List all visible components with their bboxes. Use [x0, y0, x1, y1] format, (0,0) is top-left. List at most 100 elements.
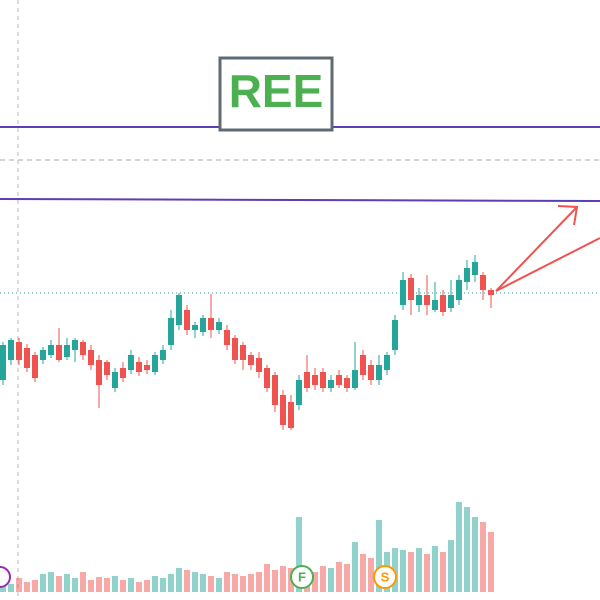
candle-body [400, 280, 406, 305]
candle-body [152, 355, 158, 372]
volume-bar [224, 572, 230, 592]
candle-body [8, 340, 14, 360]
volume-bar [16, 578, 22, 592]
volume-bar [168, 574, 174, 592]
volume-bar [328, 568, 334, 592]
volume-bar [432, 546, 438, 592]
candle-body [328, 380, 334, 388]
candle-body [96, 360, 102, 385]
volume-bar [72, 578, 78, 592]
title-box [218, 56, 334, 132]
candle-body [344, 378, 350, 388]
volume-bar [48, 572, 54, 592]
candle-body [464, 268, 470, 282]
candle-body [448, 295, 454, 308]
candle-body [312, 375, 318, 385]
volume-bar [472, 517, 478, 592]
arrow [495, 207, 577, 292]
candle-body [296, 380, 302, 405]
volume-bar [192, 572, 198, 592]
candle-body [360, 355, 366, 375]
candle-body [32, 355, 38, 378]
candle-body [488, 290, 494, 295]
volume-bar [344, 564, 350, 592]
volume-bar [456, 502, 462, 592]
candle-body [424, 295, 430, 305]
candle-body [472, 262, 478, 275]
candle-body [288, 402, 294, 428]
event-marker[interactable] [0, 566, 11, 588]
candle-body [56, 345, 62, 360]
volume-bar [240, 576, 246, 592]
volume-bar [24, 582, 30, 592]
volume-bar [448, 540, 454, 592]
volume-bar [8, 584, 14, 592]
candle-body [200, 318, 206, 332]
volume-bar [144, 580, 150, 592]
candle-body [392, 320, 398, 350]
candle-body [128, 355, 134, 370]
candle-body [24, 348, 30, 368]
candle-body [336, 375, 342, 385]
volume-bar [176, 568, 182, 592]
volume-bar [408, 552, 414, 592]
volume-bar [216, 578, 222, 592]
volume-bar [320, 566, 326, 592]
candle-body [264, 368, 270, 388]
candle-body [208, 318, 214, 330]
volume-bar [96, 577, 102, 592]
volume-bar [480, 522, 486, 592]
volume-bar [440, 552, 446, 592]
arrows [495, 205, 600, 292]
volume-bar [208, 576, 214, 592]
candle-body [232, 338, 238, 360]
volume-bar [424, 554, 430, 592]
candle-body [184, 310, 190, 330]
candle-body [40, 350, 46, 360]
candle-body [320, 372, 326, 388]
volume-bar [200, 574, 206, 592]
candle-body [136, 362, 142, 372]
volume-bar [88, 580, 94, 592]
arrow [495, 237, 600, 292]
candle-body [272, 375, 278, 405]
candle-body [112, 372, 118, 388]
arrow-head [557, 205, 579, 226]
volume-bar [272, 570, 278, 592]
event-label: S [381, 569, 390, 584]
candle-body [304, 372, 310, 388]
candle-body [48, 345, 54, 355]
volume-bar [80, 572, 86, 592]
candle-body [432, 300, 438, 310]
event-marker[interactable] [290, 565, 314, 589]
candle-body [80, 342, 86, 355]
volume-bar [64, 574, 70, 592]
volume-bar [112, 576, 118, 592]
candle-body [216, 322, 222, 330]
candle-body [16, 342, 22, 360]
volume-bar [376, 520, 382, 592]
event-label: F [298, 569, 306, 584]
candle-body [160, 350, 166, 360]
volume-bar [136, 582, 142, 592]
candle-body [192, 325, 198, 330]
volume-bar [280, 566, 286, 592]
volume-bar [32, 580, 38, 592]
candle-body [88, 350, 94, 365]
volume-bar [128, 578, 134, 592]
candle-body [144, 365, 150, 370]
volume-bar [232, 574, 238, 592]
volume-bar [40, 574, 46, 592]
candle-body [64, 345, 70, 357]
volume-bar [360, 554, 366, 592]
volume-bar [160, 578, 166, 592]
volume-bar [464, 507, 470, 592]
volume-bar [392, 548, 398, 592]
volume-bar [488, 532, 494, 592]
candle-body [280, 395, 286, 425]
candle-body [368, 365, 374, 380]
event-marker[interactable] [373, 565, 397, 589]
candle-body [104, 362, 110, 375]
volume-bar [400, 550, 406, 592]
